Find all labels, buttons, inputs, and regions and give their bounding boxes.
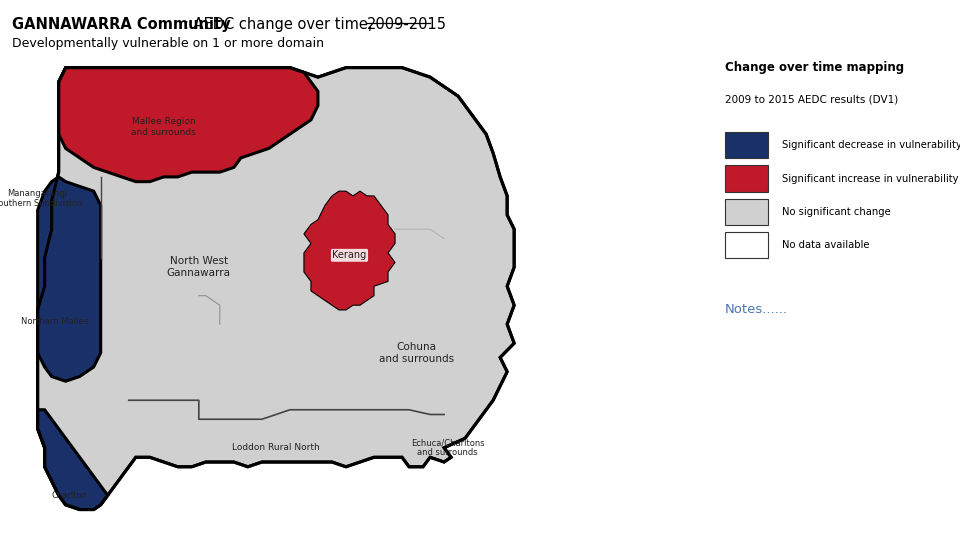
Text: No data available: No data available: [782, 240, 870, 250]
Text: Kerang: Kerang: [332, 251, 367, 260]
Bar: [725, 199, 768, 225]
Text: Significant decrease in vulnerability: Significant decrease in vulnerability: [782, 140, 960, 150]
Polygon shape: [59, 68, 318, 181]
Text: Loddon Rural North: Loddon Rural North: [232, 443, 320, 453]
Text: Northern Mallee: Northern Mallee: [21, 318, 89, 326]
Polygon shape: [37, 177, 101, 381]
Polygon shape: [304, 191, 396, 310]
Text: Echuca/Charltons
and surrounds: Echuca/Charltons and surrounds: [411, 438, 485, 457]
Text: Charlton: Charlton: [51, 491, 87, 500]
Text: Significant increase in vulnerability: Significant increase in vulnerability: [782, 173, 959, 184]
Text: Notes......: Notes......: [725, 303, 788, 316]
Polygon shape: [37, 68, 515, 510]
Text: 2009-2015: 2009-2015: [367, 17, 446, 32]
Text: : AEDC change over time,: : AEDC change over time,: [184, 17, 377, 32]
Text: Change over time mapping: Change over time mapping: [725, 61, 904, 74]
Text: GANNAWARRA Community: GANNAWARRA Community: [12, 17, 230, 32]
Bar: [725, 165, 768, 192]
Text: Mallee Region
and surrounds: Mallee Region and surrounds: [132, 117, 196, 137]
Text: 2009 to 2015 AEDC results (DV1): 2009 to 2015 AEDC results (DV1): [725, 94, 898, 104]
Text: Cohuna
and surrounds: Cohuna and surrounds: [378, 342, 454, 363]
Text: Developmentally vulnerable on 1 or more domain: Developmentally vulnerable on 1 or more …: [12, 37, 324, 50]
Polygon shape: [37, 410, 108, 510]
Text: Manangatang/
Southern Subdivision: Manangatang/ Southern Subdivision: [0, 188, 83, 208]
Text: No significant change: No significant change: [782, 207, 891, 217]
Text: North West
Gannawarra: North West Gannawarra: [167, 256, 230, 278]
Bar: [725, 132, 768, 158]
Bar: [725, 232, 768, 258]
